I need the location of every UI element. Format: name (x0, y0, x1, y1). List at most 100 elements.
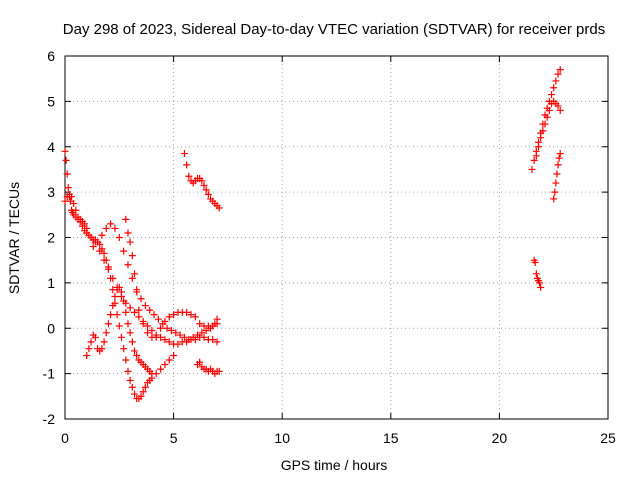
data-point (74, 213, 82, 221)
data-point (183, 161, 191, 169)
data-point (185, 172, 193, 180)
data-point (530, 156, 538, 164)
data-point (76, 218, 84, 226)
data-point (107, 220, 115, 228)
data-point (98, 345, 106, 353)
data-point (531, 258, 539, 266)
data-point (202, 186, 210, 194)
data-point (144, 329, 152, 337)
data-point (157, 324, 165, 332)
data-point (94, 238, 102, 246)
data-points (61, 66, 564, 403)
y-axis-label: SDTVAR / TECUs (6, 182, 22, 294)
data-point (70, 199, 78, 207)
chart-title: Day 298 of 2023, Sidereal Day-to-day VTE… (63, 21, 605, 38)
x-axis-ticks: 0 5 10 15 20 25 (61, 56, 616, 446)
data-point (104, 263, 112, 271)
data-point (131, 390, 139, 398)
x-tick-label: 5 (170, 430, 178, 446)
data-point (124, 261, 132, 269)
data-point (552, 77, 560, 85)
data-point (536, 279, 544, 287)
data-point (146, 306, 154, 314)
data-point (551, 188, 559, 196)
data-point (135, 306, 143, 314)
data-point (124, 320, 132, 328)
data-point (128, 383, 136, 391)
data-point (554, 161, 562, 169)
data-point (98, 245, 106, 253)
y-tick-label: 0 (47, 320, 55, 336)
data-point (174, 340, 182, 348)
x-tick-label: 15 (383, 430, 399, 446)
data-point (215, 367, 223, 375)
data-point (68, 193, 76, 201)
grid (65, 56, 608, 419)
data-point (556, 106, 564, 114)
data-point (131, 308, 139, 316)
data-point (87, 338, 95, 346)
data-point (89, 243, 97, 251)
data-point (183, 308, 191, 316)
data-point (63, 170, 71, 178)
data-point (126, 329, 134, 337)
series-track-11 (530, 256, 545, 291)
data-point (202, 327, 210, 335)
data-point (126, 376, 134, 384)
data-point (176, 331, 184, 339)
data-point (61, 197, 69, 205)
data-point (165, 356, 173, 364)
y-tick-label: 1 (47, 275, 55, 291)
data-point (191, 313, 199, 321)
data-point (139, 388, 147, 396)
data-point (532, 152, 540, 160)
data-point (100, 249, 108, 257)
data-point (100, 338, 108, 346)
data-point (534, 143, 542, 151)
data-point (126, 238, 134, 246)
data-point (213, 320, 221, 328)
y-tick-label: -2 (43, 411, 56, 427)
data-point (161, 361, 169, 369)
data-point (120, 345, 128, 353)
data-point (61, 147, 69, 155)
y-axis-ticks: -2 -1 0 1 2 3 4 5 6 (43, 48, 608, 427)
data-point (528, 165, 536, 173)
data-point (148, 327, 156, 335)
data-point (102, 329, 110, 337)
y-tick-label: -1 (43, 366, 56, 382)
data-point (209, 322, 217, 330)
data-point (115, 234, 123, 241)
data-point (165, 313, 173, 321)
y-tick-label: 3 (47, 184, 55, 200)
data-point (170, 311, 178, 319)
series-track-7 (193, 358, 223, 378)
data-point (553, 170, 561, 178)
data-point (107, 274, 115, 282)
data-point (144, 322, 152, 330)
data-point (545, 106, 553, 114)
data-point (554, 102, 562, 110)
data-point (193, 331, 201, 339)
data-point (148, 370, 156, 378)
data-point (196, 320, 204, 328)
y-tick-label: 5 (47, 93, 55, 109)
data-point (556, 150, 564, 158)
data-point (154, 315, 162, 323)
y-tick-label: 2 (47, 230, 55, 246)
y-tick-label: 4 (47, 139, 55, 155)
data-point (215, 204, 223, 212)
data-point (113, 311, 121, 319)
data-point (133, 351, 141, 359)
data-point (150, 311, 158, 319)
data-point (78, 222, 86, 230)
data-point (98, 231, 106, 239)
data-point (117, 333, 125, 341)
data-point (213, 338, 221, 346)
series-track-6 (180, 150, 223, 212)
data-point (532, 270, 540, 278)
data-point (541, 120, 549, 128)
data-point (115, 283, 123, 291)
data-point (167, 327, 175, 335)
data-point (556, 66, 564, 74)
